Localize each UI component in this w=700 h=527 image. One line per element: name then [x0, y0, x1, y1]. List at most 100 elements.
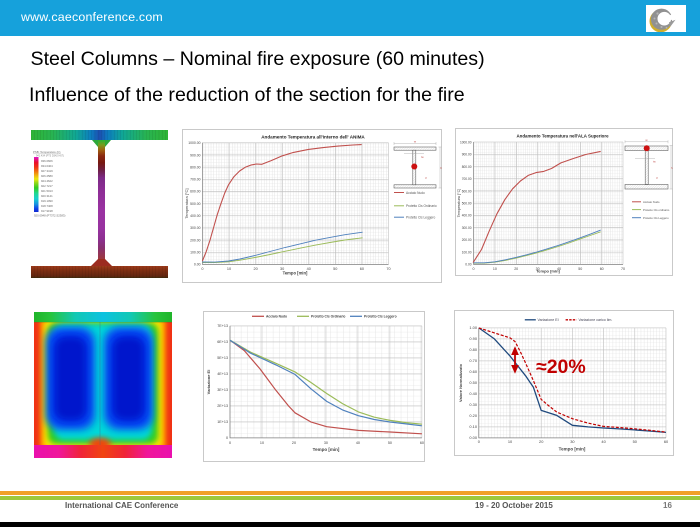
- svg-text:Tempo [min]: Tempo [min]: [283, 271, 308, 276]
- svg-text:941.434 (PT3 D342 H07): 941.434 (PT3 D342 H07): [36, 155, 64, 158]
- svg-text:Variazione carico lim.: Variazione carico lim.: [579, 318, 613, 322]
- svg-text:Protetto Cls Ordinario: Protetto Cls Ordinario: [406, 204, 437, 208]
- svg-text:≈20%: ≈20%: [536, 356, 586, 378]
- svg-text:700.00: 700.00: [190, 178, 200, 182]
- svg-text:919.1090: 919.1090: [41, 199, 53, 203]
- svg-text:500.00: 500.00: [190, 202, 200, 206]
- svg-text:Tempo [min]: Tempo [min]: [536, 269, 560, 274]
- svg-text:922.7217: 922.7217: [41, 184, 53, 188]
- svg-text:20: 20: [253, 267, 257, 271]
- svg-text:60: 60: [360, 267, 364, 271]
- svg-text:4E+13: 4E+13: [217, 372, 228, 376]
- svg-text:600.00: 600.00: [190, 190, 200, 194]
- svg-text:100.00: 100.00: [462, 251, 472, 255]
- svg-text:0.20: 0.20: [469, 413, 477, 418]
- svg-text:Protetto Cls ordinario: Protetto Cls ordinario: [643, 208, 670, 212]
- svg-text:400.00: 400.00: [462, 214, 472, 218]
- svg-text:0.00: 0.00: [465, 263, 471, 267]
- svg-text:w: w: [645, 138, 648, 142]
- svg-text:917.9198: 917.9198: [41, 209, 53, 213]
- svg-text:Protetto Cls Ordinario: Protetto Cls Ordinario: [311, 315, 345, 319]
- svg-text:400.00: 400.00: [190, 214, 200, 218]
- svg-text:50: 50: [388, 441, 392, 445]
- svg-text:921.5013: 921.5013: [41, 189, 53, 193]
- svg-text:h: h: [440, 166, 442, 170]
- svg-text:0.90: 0.90: [469, 336, 477, 341]
- svg-text:40: 40: [557, 267, 561, 271]
- svg-text:20: 20: [514, 267, 518, 271]
- svg-text:926.2580: 926.2580: [41, 174, 53, 178]
- svg-text:918.7408: 918.7408: [41, 204, 53, 208]
- svg-text:10: 10: [493, 267, 497, 271]
- svg-text:50: 50: [578, 267, 582, 271]
- svg-text:Protetto Cls Leggero: Protetto Cls Leggero: [643, 216, 669, 220]
- svg-text:100.00: 100.00: [190, 251, 200, 255]
- svg-text:tf: tf: [656, 176, 658, 180]
- svg-text:Acciaio Nudo: Acciaio Nudo: [266, 315, 287, 319]
- svg-text:50: 50: [333, 267, 337, 271]
- svg-text:0.00: 0.00: [194, 263, 201, 267]
- svg-text:7E+13: 7E+13: [217, 324, 228, 328]
- svg-text:0: 0: [478, 439, 481, 444]
- svg-text:tf: tf: [425, 176, 427, 180]
- svg-text:920.3141: 920.3141: [41, 194, 53, 198]
- svg-text:20: 20: [292, 441, 296, 445]
- svg-text:30: 30: [280, 267, 284, 271]
- svg-text:700.00: 700.00: [462, 177, 472, 181]
- svg-text:tw: tw: [421, 155, 424, 159]
- svg-text:0.30: 0.30: [469, 402, 477, 407]
- svg-text:1000.00: 1000.00: [460, 140, 472, 144]
- svg-text:2E+13: 2E+13: [217, 404, 228, 408]
- svg-text:200.00: 200.00: [190, 238, 200, 242]
- svg-text:Tempo [min]: Tempo [min]: [559, 446, 586, 451]
- svg-text:60: 60: [664, 439, 669, 444]
- svg-text:60: 60: [600, 267, 604, 271]
- svg-text:Variazione EI: Variazione EI: [538, 318, 559, 322]
- svg-text:200.00: 200.00: [462, 238, 472, 242]
- svg-text:600.00: 600.00: [462, 189, 472, 193]
- svg-text:30: 30: [324, 441, 328, 445]
- svg-text:920.0948 (PT372.S2383): 920.0948 (PT372.S2383): [34, 214, 65, 218]
- svg-text:10: 10: [508, 439, 513, 444]
- svg-text:900.00: 900.00: [190, 153, 200, 157]
- svg-text:Acciaio Nudo: Acciaio Nudo: [406, 191, 425, 195]
- svg-text:0.40: 0.40: [469, 391, 477, 396]
- svg-text:0: 0: [201, 267, 203, 271]
- svg-text:800.00: 800.00: [190, 165, 200, 169]
- svg-text:0.60: 0.60: [469, 369, 477, 374]
- svg-text:900.00: 900.00: [462, 153, 472, 157]
- svg-text:Andamento Temperatura all'inte: Andamento Temperatura all'interno dell' …: [261, 135, 365, 140]
- svg-text:10: 10: [227, 267, 231, 271]
- svg-text:Andamento Temperatura nell'ALA: Andamento Temperatura nell'ALA Superiore: [516, 134, 609, 139]
- svg-text:936.0606: 936.0606: [41, 159, 53, 163]
- svg-text:h: h: [671, 166, 673, 170]
- svg-text:Protetto Cls Leggero: Protetto Cls Leggero: [406, 216, 435, 220]
- svg-text:10: 10: [260, 441, 264, 445]
- svg-text:0.70: 0.70: [469, 358, 477, 363]
- svg-text:800.00: 800.00: [462, 165, 472, 169]
- svg-text:3E+13: 3E+13: [217, 388, 228, 392]
- svg-text:0: 0: [473, 267, 475, 271]
- svg-text:0: 0: [226, 436, 228, 440]
- svg-text:6E+13: 6E+13: [217, 340, 228, 344]
- svg-text:w: w: [414, 140, 417, 144]
- svg-text:5E+13: 5E+13: [217, 356, 228, 360]
- svg-text:0.50: 0.50: [469, 380, 477, 385]
- svg-text:Protetto Cls Leggero: Protetto Cls Leggero: [364, 315, 397, 319]
- svg-text:0: 0: [229, 441, 231, 445]
- svg-text:927.3419: 927.3419: [41, 169, 53, 173]
- svg-text:0.10: 0.10: [469, 424, 477, 429]
- svg-text:PSB: Temperature (C): PSB: Temperature (C): [33, 150, 61, 154]
- svg-text:Acciaio Nudo: Acciaio Nudo: [643, 200, 660, 204]
- svg-text:30: 30: [570, 439, 575, 444]
- svg-text:924.4622: 924.4622: [41, 179, 53, 183]
- svg-text:40: 40: [356, 441, 360, 445]
- svg-text:Tempo [min]: Tempo [min]: [313, 447, 340, 452]
- svg-text:40: 40: [601, 439, 606, 444]
- svg-text:tw: tw: [653, 160, 656, 164]
- svg-text:70: 70: [621, 267, 625, 271]
- svg-text:0.80: 0.80: [469, 347, 477, 352]
- svg-text:934.0404: 934.0404: [41, 164, 53, 168]
- svg-text:Temperatura [°C]: Temperatura [°C]: [184, 188, 189, 218]
- svg-text:Variazione EI: Variazione EI: [206, 370, 211, 395]
